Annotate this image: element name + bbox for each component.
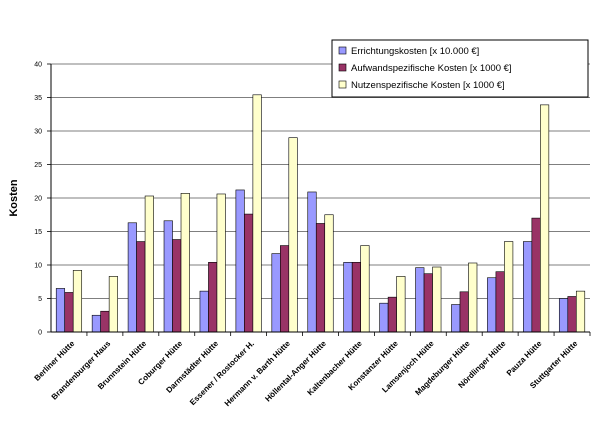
- bars: [55, 94, 591, 336]
- legend-label: Errichtungskosten [x 10.000 €]: [351, 46, 479, 57]
- bar-2: [495, 271, 505, 333]
- bar-3: [360, 245, 370, 333]
- bar-3: [575, 290, 586, 333]
- bar-2: [351, 262, 361, 333]
- bar-3: [216, 193, 226, 333]
- x-category-label: Höllental-Anger Hütte: [263, 339, 328, 404]
- legend: Errichtungskosten [x 10.000 €] Aufwandspe…: [331, 39, 589, 98]
- bar-2: [567, 296, 577, 333]
- x-category-label: Brandenburger Haus: [50, 339, 113, 402]
- legend-swatch: [338, 63, 347, 72]
- legend-swatch: [338, 80, 347, 89]
- bar-2: [423, 273, 433, 333]
- bar-3: [252, 94, 262, 333]
- legend-box: [331, 39, 589, 98]
- bar-2: [64, 292, 74, 333]
- bar-3: [108, 276, 118, 333]
- y-tick-label: 10: [34, 263, 42, 270]
- y-tick-labels: 0 5 10 15 20 25 30 35 40: [34, 62, 51, 337]
- bar-3: [504, 241, 514, 333]
- bar-2: [280, 245, 290, 333]
- bar-2: [208, 262, 218, 333]
- bar-1: [307, 191, 317, 333]
- bar-3: [144, 195, 154, 333]
- bar-3: [324, 214, 334, 333]
- y-tick-label: 20: [34, 196, 42, 203]
- y-tick-label: 15: [34, 229, 42, 236]
- y-tick-label: 5: [38, 296, 42, 303]
- bar-2: [172, 239, 182, 333]
- bar-1: [235, 189, 245, 333]
- bar-2: [136, 241, 146, 333]
- bar-3: [288, 137, 298, 333]
- bar-2: [315, 223, 326, 333]
- y-tick-label: 0: [38, 330, 42, 337]
- bar-1: [379, 302, 389, 333]
- y-tick-label: 35: [34, 95, 42, 102]
- x-category-label: Essener / Rostocker H.: [188, 339, 256, 407]
- y-tick-label: 30: [34, 129, 42, 136]
- bar-2: [244, 213, 254, 333]
- bar-1: [415, 267, 425, 333]
- bar-3: [540, 104, 550, 333]
- bar-2: [100, 310, 110, 333]
- bar-1: [487, 277, 497, 333]
- bar-1: [558, 298, 569, 333]
- y-axis-label: Kosten: [8, 179, 20, 217]
- y-tick-label: 40: [34, 62, 42, 69]
- bar-1: [271, 253, 281, 333]
- bar-1: [163, 220, 173, 333]
- bar-1: [343, 262, 353, 333]
- bar-2: [459, 291, 469, 333]
- bar-3: [180, 193, 190, 333]
- bar-2: [387, 296, 397, 333]
- legend-swatch: [338, 46, 347, 55]
- x-category-label: Hermann v. Barth Hütte: [223, 339, 293, 409]
- x-category-label: Pauza Hütte: [505, 339, 544, 378]
- bar-1: [523, 241, 533, 333]
- bar-3: [468, 262, 478, 333]
- legend-label: Nutzenspezifische Kosten [x 1000 €]: [351, 80, 505, 91]
- bar-1: [127, 222, 137, 333]
- bar-3: [72, 270, 83, 333]
- bar-3: [432, 266, 442, 333]
- bar-1: [55, 288, 66, 333]
- legend-label: Aufwandspezifische Kosten [x 1000 €]: [351, 63, 512, 74]
- y-tick-label: 25: [34, 162, 42, 169]
- bar-3: [396, 276, 406, 333]
- bar-1: [91, 314, 101, 333]
- bar-2: [531, 217, 541, 333]
- bar-1: [199, 290, 209, 333]
- bar-1: [451, 304, 461, 333]
